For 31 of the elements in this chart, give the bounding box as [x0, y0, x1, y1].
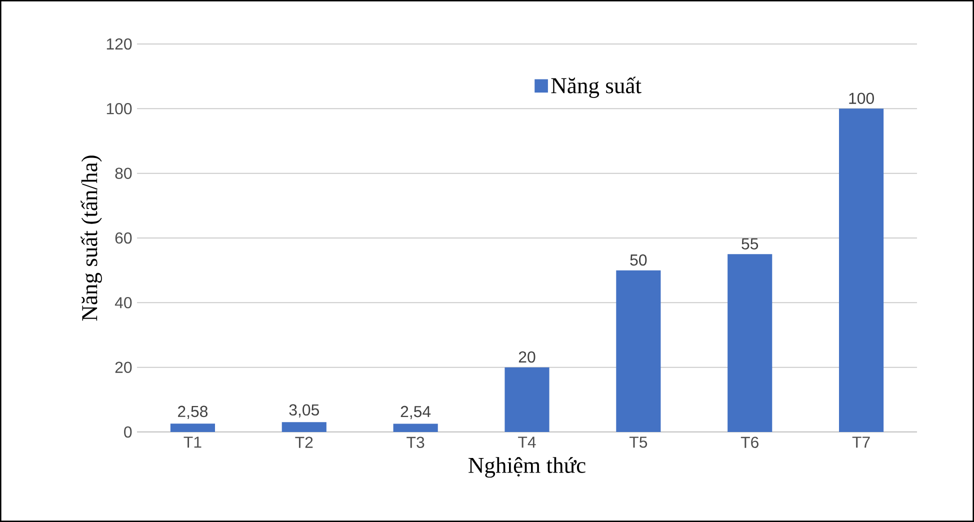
data-label: 55 [742, 238, 758, 250]
x-tick-label: T5 [629, 436, 648, 448]
y-tick-label: 0 [124, 426, 132, 438]
data-label: 50 [630, 254, 647, 266]
bar [504, 367, 550, 432]
bar [282, 422, 326, 432]
x-tick-label: T2 [295, 436, 313, 448]
y-tick-label: 100 [106, 103, 132, 114]
data-label: 3,05 [289, 404, 319, 418]
x-tick-label: T4 [518, 436, 536, 448]
data-label: 100 [849, 92, 874, 104]
x-tick-label: T1 [184, 436, 202, 448]
y-tick-label: 40 [114, 297, 132, 308]
x-tick-label: T7 [852, 436, 870, 448]
data-label: 20 [518, 351, 536, 363]
y-axis-title: Năng suất (tấn/ha) [80, 156, 102, 321]
bar [728, 254, 772, 432]
y-tick-label: 60 [115, 232, 132, 244]
y-tick-label: 20 [115, 362, 132, 373]
bar [170, 424, 215, 432]
data-label: 2,54 [400, 406, 431, 420]
y-tick-label: 80 [115, 168, 132, 179]
bar [616, 270, 661, 432]
bar [393, 424, 438, 432]
y-tick-label: 120 [106, 38, 132, 50]
x-tick-label: T3 [406, 436, 424, 448]
x-axis-title: Nghiệm thức [468, 457, 586, 478]
bar [839, 108, 884, 432]
data-label: 2,58 [178, 406, 208, 419]
x-tick-label: T6 [740, 436, 758, 448]
legend-label: Năng suất [551, 76, 642, 98]
